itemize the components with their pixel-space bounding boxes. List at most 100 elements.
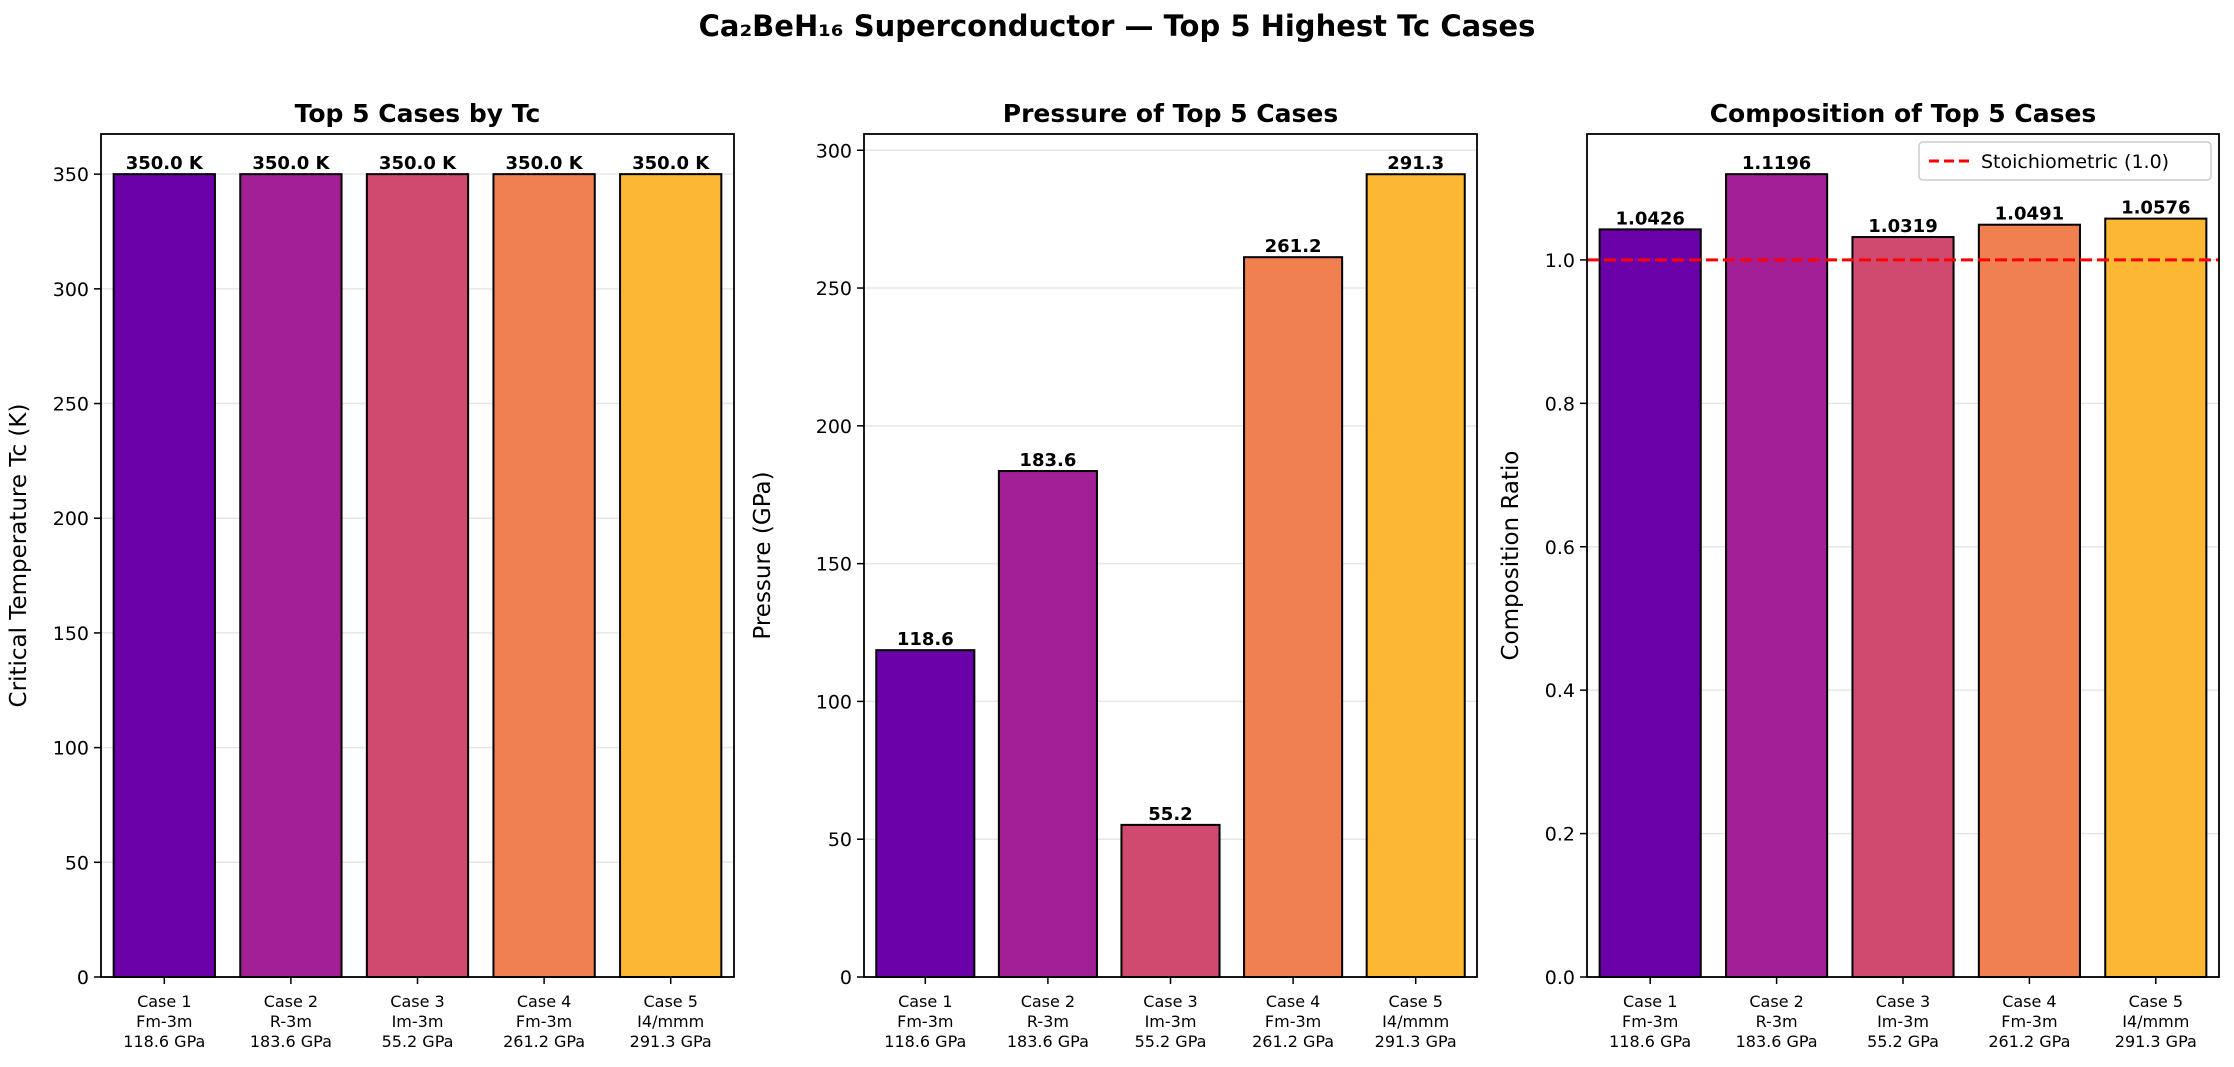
x-tick-label: 261.2 GPa xyxy=(1988,1032,2070,1051)
x-tick-label: 183.6 GPa xyxy=(250,1032,332,1051)
x-tick-label: Fm-3m xyxy=(516,1012,572,1031)
bar-value-label: 350.0 K xyxy=(126,153,204,174)
y-tick-label: 250 xyxy=(53,394,89,416)
x-tick-label: I4/mmm xyxy=(2122,1012,2189,1031)
bar-value-label: 350.0 K xyxy=(632,153,710,174)
x-tick-label: Case 2 xyxy=(264,992,318,1011)
x-tick-label: Case 3 xyxy=(1876,992,1930,1011)
x-tick-label: 118.6 GPa xyxy=(123,1032,205,1051)
bar-value-label: 350.0 K xyxy=(379,153,457,174)
axes-frame xyxy=(100,133,735,978)
subplot-title: Composition of Top 5 Cases xyxy=(1710,99,2097,128)
y-axis-label: Pressure (GPa) xyxy=(750,471,776,639)
x-tick-label: R-3m xyxy=(1756,1012,1798,1031)
legend: Stoichiometric (1.0) xyxy=(1918,141,2212,181)
x-tick-label: 291.3 GPa xyxy=(630,1032,712,1051)
bar-case-4 xyxy=(1977,223,2081,978)
axes-frame xyxy=(863,133,1478,978)
x-tick-label: Fm-3m xyxy=(1622,1012,1678,1031)
x-tick-label: I4/mmm xyxy=(1382,1012,1449,1031)
bar-value-label: 291.3 xyxy=(1387,153,1444,174)
x-tick-label: Case 5 xyxy=(643,992,697,1011)
y-tick-label: 150 xyxy=(816,554,852,576)
bar-case-3 xyxy=(1120,823,1221,978)
y-tick-label: 0.0 xyxy=(1545,967,1575,989)
bar-case-2 xyxy=(239,173,343,978)
x-tick-label: 183.6 GPa xyxy=(1736,1032,1818,1051)
bar-case-5 xyxy=(1365,173,1466,978)
y-tick-label: 0.6 xyxy=(1545,537,1575,559)
x-tick-label: Case 3 xyxy=(1143,992,1197,1011)
y-tick-label: 350 xyxy=(53,164,89,186)
y-tick-label: 50 xyxy=(65,852,89,874)
y-tick-label: 200 xyxy=(816,416,852,438)
x-tick-label: Case 5 xyxy=(2129,992,2183,1011)
x-tick-label: Case 1 xyxy=(1623,992,1677,1011)
bar-case-5 xyxy=(619,173,723,978)
x-tick-label: Case 5 xyxy=(1388,992,1442,1011)
legend-frame xyxy=(1918,141,2212,181)
x-tick-label: 118.6 GPa xyxy=(1609,1032,1691,1051)
y-tick-label: 150 xyxy=(53,623,89,645)
subplot-title: Pressure of Top 5 Cases xyxy=(1003,99,1338,128)
x-tick-label: Fm-3m xyxy=(897,1012,953,1031)
bar-value-label: 55.2 xyxy=(1148,804,1192,825)
legend-label: Stoichiometric (1.0) xyxy=(1981,151,2169,173)
x-tick-label: Case 1 xyxy=(898,992,952,1011)
x-tick-label: I4/mmm xyxy=(637,1012,704,1031)
bar-case-3 xyxy=(365,173,470,978)
axes-frame xyxy=(1586,133,2220,978)
bar-value-label: 183.6 xyxy=(1019,450,1076,471)
bar-value-label: 1.0319 xyxy=(1868,216,1937,237)
x-tick-label: Case 1 xyxy=(137,992,191,1011)
bar-value-label: 1.1196 xyxy=(1742,153,1811,174)
x-tick-label: Case 4 xyxy=(2002,992,2056,1011)
y-tick-label: 0.2 xyxy=(1545,824,1575,846)
x-tick-label: 261.2 GPa xyxy=(503,1032,585,1051)
bar-value-label: 118.6 xyxy=(897,629,954,650)
y-axis-label: Composition Ratio xyxy=(1498,451,1524,661)
subplot-title: Top 5 Cases by Tc xyxy=(295,99,541,128)
x-tick-label: Case 4 xyxy=(517,992,571,1011)
y-tick-label: 100 xyxy=(53,738,89,760)
x-tick-label: 291.3 GPa xyxy=(2115,1032,2197,1051)
x-tick-label: 291.3 GPa xyxy=(1375,1032,1457,1051)
bar-case-2 xyxy=(997,470,1098,978)
x-tick-label: 261.2 GPa xyxy=(1252,1032,1334,1051)
x-tick-label: Case 2 xyxy=(1749,992,1803,1011)
y-axis-label: Critical Temperature Tc (K) xyxy=(6,404,32,708)
x-tick-label: Case 4 xyxy=(1266,992,1320,1011)
x-tick-label: 55.2 GPa xyxy=(382,1032,454,1051)
x-tick-label: 55.2 GPa xyxy=(1135,1032,1207,1051)
bar-case-4 xyxy=(492,173,596,978)
y-tick-label: 0 xyxy=(77,967,89,989)
y-tick-label: 300 xyxy=(816,140,852,162)
y-tick-label: 0.8 xyxy=(1545,393,1575,415)
bar-value-label: 350.0 K xyxy=(252,153,330,174)
y-tick-label: 300 xyxy=(53,279,89,301)
x-tick-label: Fm-3m xyxy=(1265,1012,1321,1031)
bar-value-label: 1.0491 xyxy=(1995,204,2064,225)
x-tick-label: Im-3m xyxy=(1145,1012,1197,1031)
y-tick-label: 50 xyxy=(828,829,852,851)
bar-case-2 xyxy=(1725,173,1829,979)
x-tick-label: Case 2 xyxy=(1021,992,1075,1011)
bar-case-4 xyxy=(1243,256,1344,978)
bar-value-label: 1.0576 xyxy=(2121,198,2190,219)
y-tick-label: 250 xyxy=(816,278,852,300)
bar-case-1 xyxy=(112,173,216,978)
x-tick-label: Case 3 xyxy=(390,992,444,1011)
figure-suptitle: Ca₂BeH₁₆ Superconductor — Top 5 Highest … xyxy=(699,9,1536,43)
x-tick-label: 55.2 GPa xyxy=(1867,1032,1939,1051)
x-tick-label: R-3m xyxy=(1027,1012,1069,1031)
x-tick-label: Im-3m xyxy=(392,1012,444,1031)
y-tick-label: 100 xyxy=(816,691,852,713)
bar-case-3 xyxy=(1851,236,1955,978)
x-tick-label: R-3m xyxy=(270,1012,312,1031)
bar-case-5 xyxy=(2104,217,2208,978)
x-tick-label: Fm-3m xyxy=(136,1012,192,1031)
